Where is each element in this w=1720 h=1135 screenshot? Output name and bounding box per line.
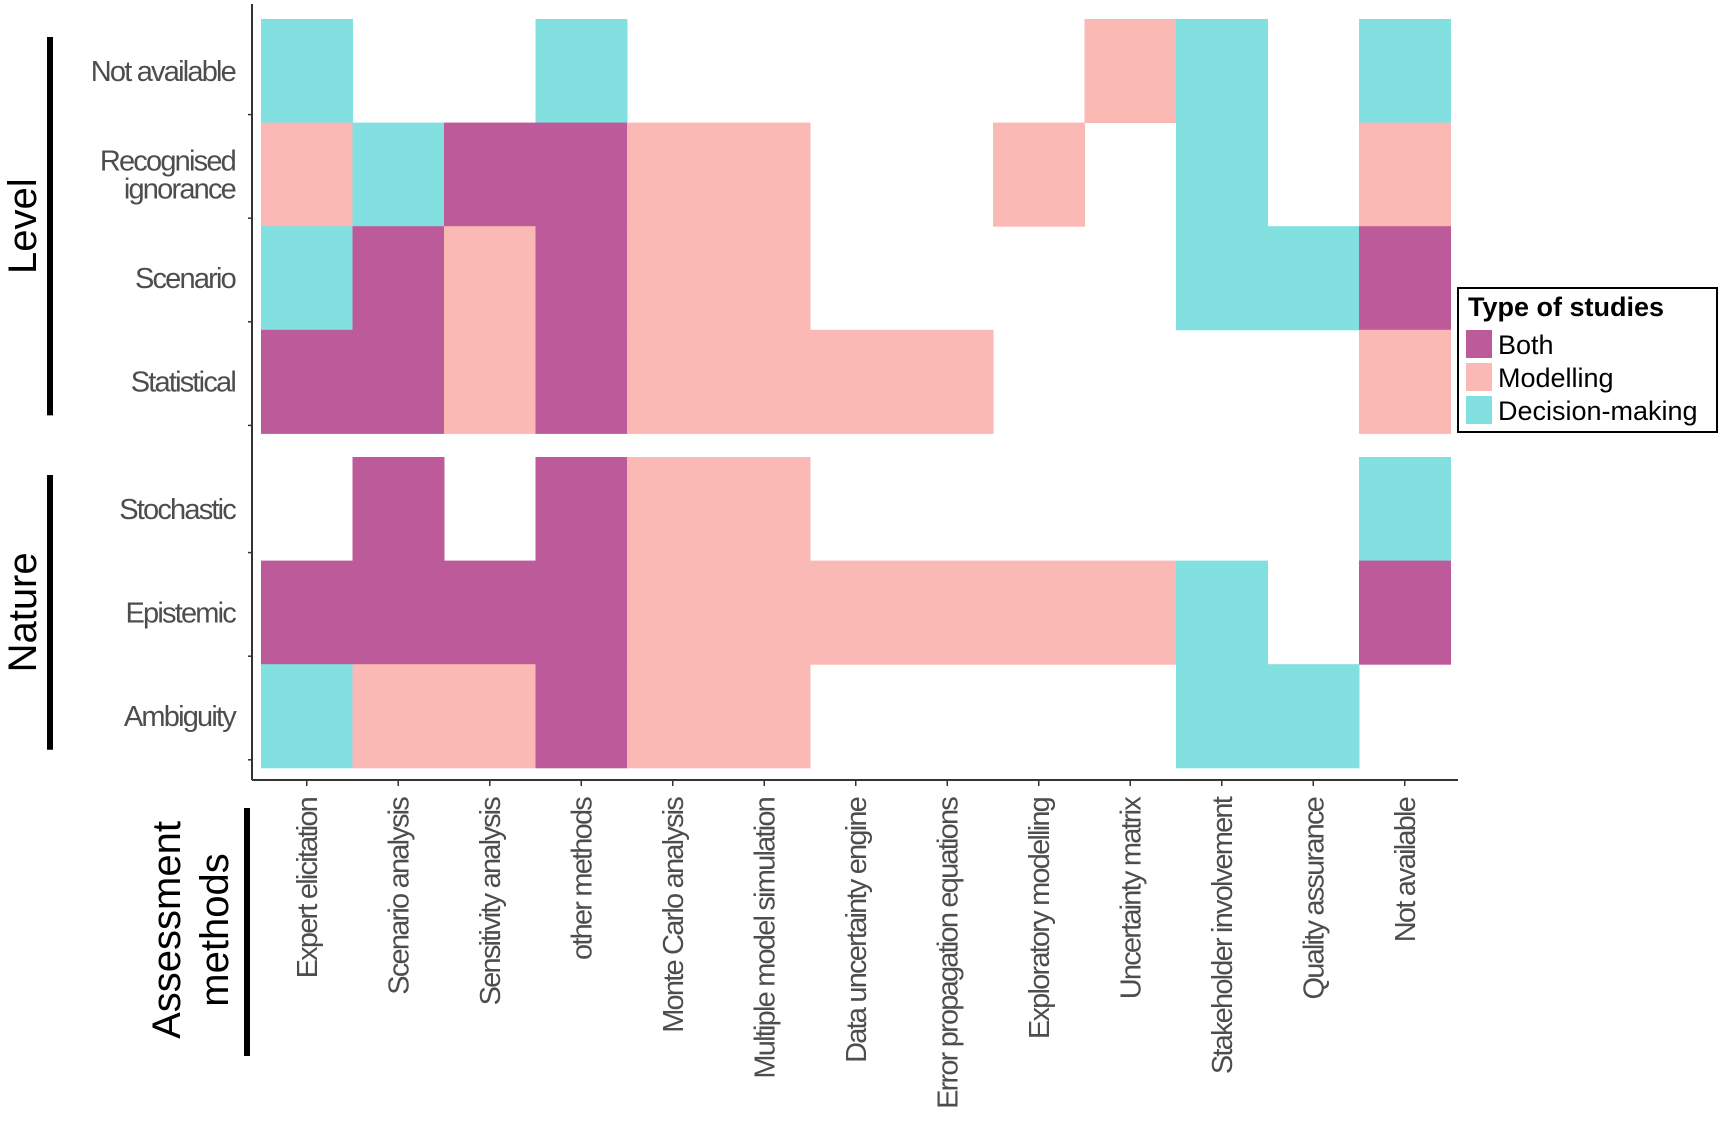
x-tick-label: Sensitivity analysis (475, 797, 507, 1006)
x-tick-label: Exploratory modelling (1024, 797, 1056, 1039)
x-tick-label: Not available (1390, 797, 1422, 942)
x-tick-label: Error propagation equations (932, 797, 964, 1109)
heatmap-cell (535, 457, 628, 562)
legend-title: Type of studies (1468, 292, 1664, 322)
legend: Type of studies BothModellingDecision-ma… (1457, 287, 1718, 433)
heatmap-cell (627, 122, 719, 227)
heatmap-cell (810, 560, 902, 665)
heatmap-cell (627, 329, 719, 434)
x-title-line-2: methods (193, 853, 237, 1006)
legend-swatch-both (1466, 330, 1492, 358)
heatmap-cell (261, 19, 353, 124)
heatmap-cell (1176, 664, 1268, 769)
heatmap-cell (352, 560, 445, 665)
heatmap-cell (718, 226, 811, 331)
legend-box (1457, 287, 1718, 433)
facet-label-level: Level (1, 178, 45, 274)
heatmap-cell (535, 329, 628, 434)
heatmap-cell (1359, 560, 1451, 665)
heatmap-cell (1176, 226, 1268, 331)
heatmap-cell (1359, 226, 1451, 331)
heatmap-cell (718, 122, 811, 227)
heatmap-cell (810, 329, 902, 434)
x-tick-label: Scenario analysis (383, 797, 415, 995)
heatmap-cell (535, 19, 628, 124)
heatmap-cell (352, 122, 445, 227)
heatmap-cell (1267, 664, 1360, 769)
heatmap-cell (718, 664, 811, 769)
heatmap-cell (444, 329, 536, 434)
heatmap-cell (627, 560, 719, 665)
heatmap-cell (1176, 122, 1268, 227)
heatmap-cell (261, 226, 353, 331)
legend-label: Both (1498, 330, 1554, 360)
x-title-line-1: Assessment (145, 821, 189, 1039)
heatmap-cell (352, 457, 445, 562)
heatmap-cell (535, 226, 628, 331)
heatmap-cell (535, 122, 628, 227)
heatmap-cell (1359, 329, 1451, 434)
heatmap-cell (444, 226, 536, 331)
heatmap-cell (901, 560, 994, 665)
heatmap-cell (627, 226, 719, 331)
facet-labels: Level Nature (1, 37, 53, 750)
heatmap-cell (718, 560, 811, 665)
heatmap-cell (352, 329, 445, 434)
heatmap-cells (261, 19, 1451, 769)
x-axis-labels: Expert elicitation Scenario analysis Sensi… (292, 780, 1422, 1109)
heatmap-cell (261, 122, 353, 227)
heatmap-cell (901, 329, 994, 434)
x-axis-title: Assessment methods (145, 808, 250, 1056)
heatmap-cell (1084, 560, 1177, 665)
heatmap-cell (444, 560, 536, 665)
y-tick-label: ignorance (124, 173, 236, 205)
legend-label: Modelling (1498, 363, 1614, 393)
heatmap-cell (352, 664, 445, 769)
heatmap-cell (627, 664, 719, 769)
x-tick-label: Uncertainty matrix (1115, 796, 1147, 1000)
y-tick-label: Scenario (135, 263, 236, 295)
x-tick-label: Data uncertainty engine (841, 797, 873, 1063)
heatmap-cell (261, 560, 353, 665)
heatmap-cell (535, 560, 628, 665)
heatmap-cell (444, 664, 536, 769)
heatmap-cell (261, 664, 353, 769)
facet-label-nature: Nature (1, 552, 45, 672)
heatmap-cell (1267, 226, 1360, 331)
y-tick-label: Not available (91, 56, 236, 88)
heatmap-cell (1176, 560, 1268, 665)
heatmap-cell (1359, 19, 1451, 124)
x-tick-label: Monte Carlo analysis (658, 797, 690, 1033)
heatmap-cell (993, 122, 1085, 227)
heatmap-cell (1084, 19, 1177, 124)
heatmap-cell (352, 226, 445, 331)
heatmap-cell (1176, 19, 1268, 124)
y-tick-label: Epistemic (126, 597, 237, 629)
heatmap-cell (535, 664, 628, 769)
x-tick-label: Multiple model simulation (749, 797, 781, 1078)
heatmap-cell (627, 457, 719, 562)
x-tick-label: Quality assurance (1298, 797, 1330, 999)
y-tick-label: Statistical (131, 367, 236, 399)
heatmap-cell (1359, 122, 1451, 227)
y-tick-label: Stochastic (119, 494, 236, 526)
heatmap-cell (261, 329, 353, 434)
heatmap-cell (718, 329, 811, 434)
legend-label: Decision-making (1498, 396, 1698, 426)
x-tick-label: Stakeholder involvement (1207, 796, 1239, 1074)
legend-swatch-modelling (1466, 363, 1492, 391)
heatmap-cell (1359, 457, 1451, 562)
x-tick-label: other methods (566, 797, 598, 960)
heatmap-cell (444, 122, 536, 227)
legend-swatch-decision-making (1466, 396, 1492, 424)
heatmap-cell (993, 560, 1085, 665)
y-tick-label: Ambiguity (124, 701, 237, 733)
x-tick-label: Expert elicitation (292, 797, 324, 978)
y-tick-label: Recognised (100, 145, 236, 177)
heatmap-cell (718, 457, 811, 562)
